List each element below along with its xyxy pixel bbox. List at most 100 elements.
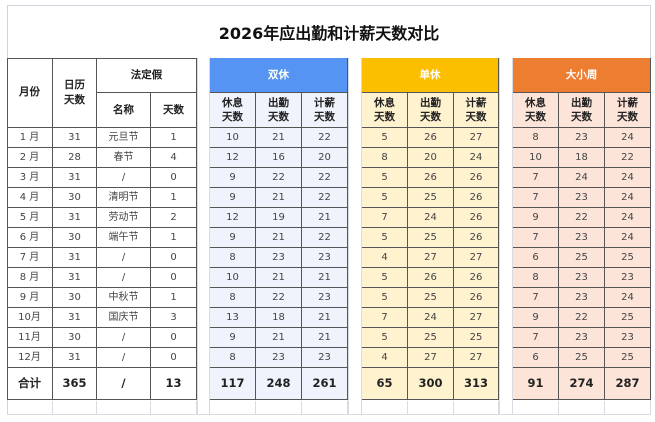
cell-shuangxiu-paid: 21 xyxy=(302,328,348,348)
empty-cell[interactable] xyxy=(53,401,97,414)
cell-danxiu-paid: 26 xyxy=(454,188,499,208)
cell-holiday-days: 0 xyxy=(151,248,197,268)
header-paid-days: 计薪天数 xyxy=(454,93,499,128)
cell-holiday-name: / xyxy=(97,268,151,288)
cell-holiday-days: 0 xyxy=(151,348,197,368)
cell-calendar-days: 31 xyxy=(53,308,97,328)
cell-danxiu-rest: 5 xyxy=(362,268,408,288)
cell-calendar-days: 31 xyxy=(53,208,97,228)
cell-daxiaozhou-work: 23 xyxy=(559,228,605,248)
empty-cell[interactable] xyxy=(499,401,513,414)
cell-daxiaozhou-paid: 24 xyxy=(605,128,651,148)
cell-holiday-days: 0 xyxy=(151,328,197,348)
cell-daxiaozhou-rest: 7 xyxy=(513,228,559,248)
column-gap xyxy=(197,58,210,414)
cell-shuangxiu-rest: 9 xyxy=(210,328,256,348)
cell-danxiu-work: 25 xyxy=(408,328,454,348)
cell-holiday-days: 3 xyxy=(151,308,197,328)
cell-holiday-name: / xyxy=(97,328,151,348)
cell-holiday-days: 4 xyxy=(151,148,197,168)
cell-danxiu-rest: 5 xyxy=(362,128,408,148)
column-gap xyxy=(348,58,362,414)
cell-danxiu-rest: 7 xyxy=(362,308,408,328)
total-holiday-name: / xyxy=(97,368,151,400)
cell-danxiu-work: 24 xyxy=(408,208,454,228)
cell-shuangxiu-work: 21 xyxy=(256,228,302,248)
cell-shuangxiu-paid: 23 xyxy=(302,288,348,308)
empty-cell[interactable] xyxy=(151,401,197,414)
empty-cell[interactable] xyxy=(210,401,256,414)
cell-daxiaozhou-paid: 24 xyxy=(605,188,651,208)
cell-daxiaozhou-rest: 6 xyxy=(513,348,559,368)
empty-cell[interactable] xyxy=(7,401,53,414)
cell-daxiaozhou-paid: 24 xyxy=(605,168,651,188)
cell-holiday-name: 劳动节 xyxy=(97,208,151,228)
cell-month: 7 月 xyxy=(7,248,53,268)
cell-daxiaozhou-work: 25 xyxy=(559,348,605,368)
empty-cell[interactable] xyxy=(605,401,651,414)
header-holiday-name: 名称 xyxy=(97,93,151,128)
empty-cell[interactable] xyxy=(454,401,499,414)
cell-daxiaozhou-rest: 8 xyxy=(513,268,559,288)
cell-shuangxiu-rest: 10 xyxy=(210,268,256,288)
cell-danxiu-paid: 27 xyxy=(454,308,499,328)
cell-daxiaozhou-rest: 7 xyxy=(513,188,559,208)
header-paid-days: 计薪天数 xyxy=(605,93,651,128)
cell-danxiu-rest: 4 xyxy=(362,248,408,268)
cell-shuangxiu-paid: 23 xyxy=(302,248,348,268)
group-header-daxiaozhou: 大小周 xyxy=(513,58,651,93)
cell-month: 6 月 xyxy=(7,228,53,248)
cell-month: 4 月 xyxy=(7,188,53,208)
cell-daxiaozhou-work: 22 xyxy=(559,308,605,328)
cell-month: 11月 xyxy=(7,328,53,348)
cell-danxiu-paid: 26 xyxy=(454,268,499,288)
cell-month: 12月 xyxy=(7,348,53,368)
cell-holiday-days: 0 xyxy=(151,168,197,188)
empty-cell[interactable] xyxy=(513,401,559,414)
empty-cell[interactable] xyxy=(559,401,605,414)
cell-daxiaozhou-paid: 24 xyxy=(605,208,651,228)
cell-calendar-days: 30 xyxy=(53,328,97,348)
cell-holiday-days: 0 xyxy=(151,268,197,288)
header-work-days: 出勤天数 xyxy=(559,93,605,128)
cell-calendar-days: 30 xyxy=(53,288,97,308)
cell-holiday-name: 清明节 xyxy=(97,188,151,208)
cell-shuangxiu-rest: 12 xyxy=(210,148,256,168)
cell-danxiu-paid: 26 xyxy=(454,208,499,228)
cell-danxiu-rest: 5 xyxy=(362,288,408,308)
cell-shuangxiu-work: 19 xyxy=(256,208,302,228)
header-work-days: 出勤天数 xyxy=(408,93,454,128)
cell-shuangxiu-work: 23 xyxy=(256,348,302,368)
cell-shuangxiu-paid: 20 xyxy=(302,148,348,168)
cell-daxiaozhou-paid: 25 xyxy=(605,248,651,268)
cell-calendar-days: 31 xyxy=(53,128,97,148)
cell-danxiu-rest: 8 xyxy=(362,148,408,168)
cell-danxiu-work: 26 xyxy=(408,268,454,288)
cell-danxiu-work: 25 xyxy=(408,188,454,208)
cell-holiday-name: 中秋节 xyxy=(97,288,151,308)
cell-daxiaozhou-paid: 22 xyxy=(605,148,651,168)
cell-danxiu-work: 20 xyxy=(408,148,454,168)
cell-shuangxiu-rest: 12 xyxy=(210,208,256,228)
empty-cell[interactable] xyxy=(302,401,348,414)
cell-holiday-name: 元旦节 xyxy=(97,128,151,148)
empty-cell[interactable] xyxy=(408,401,454,414)
cell-calendar-days: 31 xyxy=(53,248,97,268)
cell-shuangxiu-rest: 9 xyxy=(210,228,256,248)
cell-holiday-days: 2 xyxy=(151,208,197,228)
empty-cell[interactable] xyxy=(97,401,151,414)
grid-line xyxy=(7,58,197,59)
total-shuangxiu-rest: 117 xyxy=(210,368,256,400)
cell-shuangxiu-paid: 21 xyxy=(302,308,348,328)
cell-shuangxiu-rest: 8 xyxy=(210,348,256,368)
cell-daxiaozhou-paid: 24 xyxy=(605,288,651,308)
empty-cell[interactable] xyxy=(256,401,302,414)
empty-cell[interactable] xyxy=(197,401,210,414)
cell-danxiu-work: 26 xyxy=(408,128,454,148)
cell-daxiaozhou-rest: 9 xyxy=(513,308,559,328)
cell-calendar-days: 31 xyxy=(53,268,97,288)
total-danxiu-rest: 65 xyxy=(362,368,408,400)
cell-daxiaozhou-rest: 7 xyxy=(513,288,559,308)
empty-cell[interactable] xyxy=(362,401,408,414)
empty-cell[interactable] xyxy=(348,401,362,414)
